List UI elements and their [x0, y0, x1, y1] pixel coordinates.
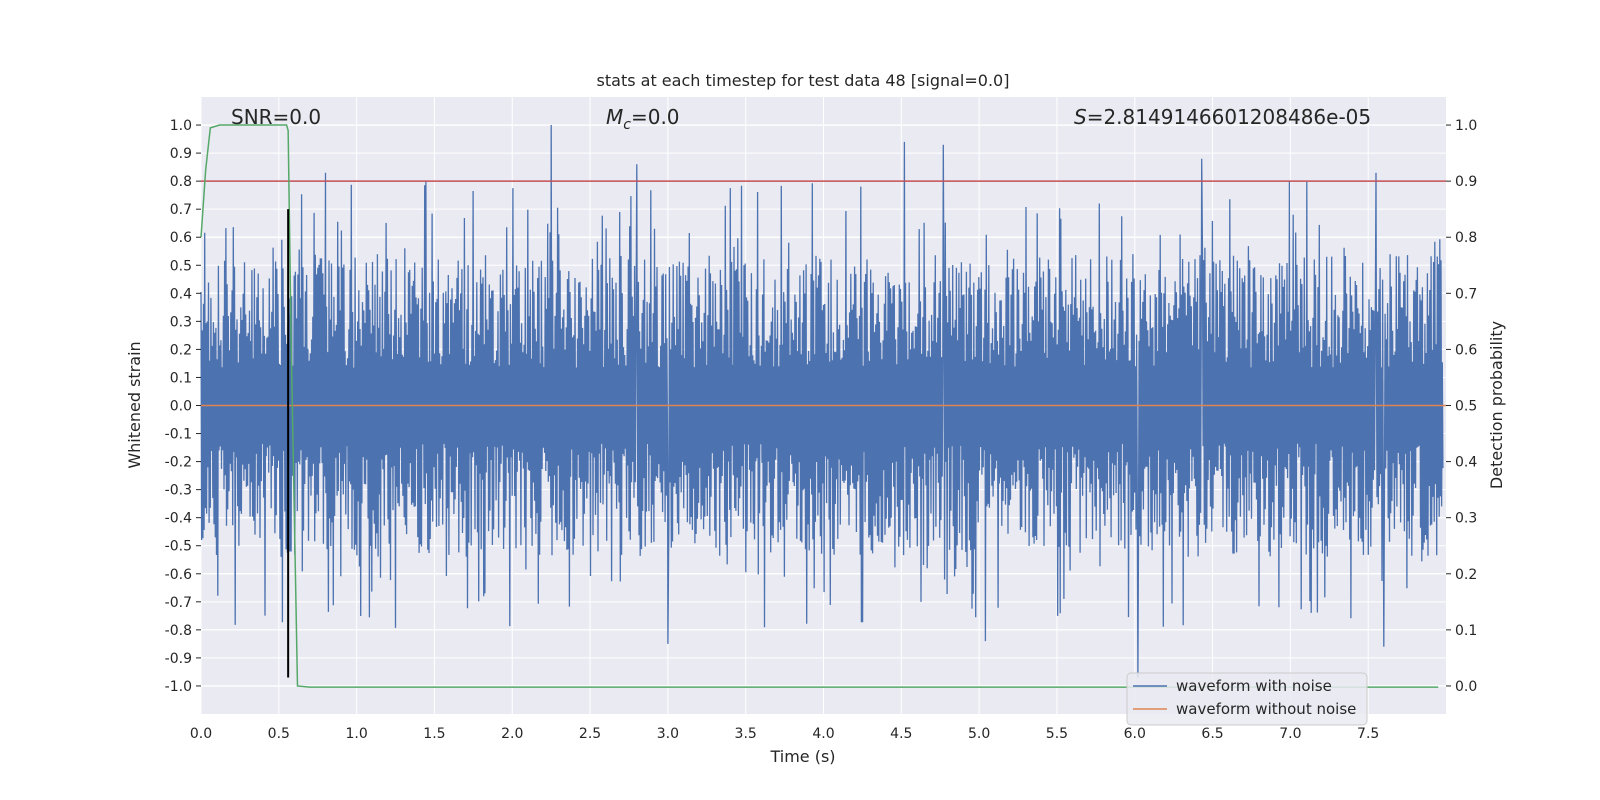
y-tick-label: -0.8	[165, 623, 192, 639]
x-tick-label: 2.5	[579, 726, 601, 742]
x-tick-label: 7.5	[1357, 726, 1379, 742]
y-tick-label: 0.5	[170, 258, 192, 274]
right-y-tick-label: 0.4	[1455, 455, 1477, 471]
x-tick-label: 3.5	[735, 726, 757, 742]
series-waveform-with-noise	[200, 124, 1444, 678]
y-tick-label: 0.1	[170, 370, 192, 386]
y-tick-label: 0.3	[170, 314, 192, 330]
legend-label-noise: waveform with noise	[1176, 677, 1332, 695]
x-tick-label: 6.5	[1201, 726, 1223, 742]
y-tick-label: 0.7	[170, 202, 192, 218]
right-y-tick-label: 0.9	[1455, 174, 1477, 190]
series-detection-probability	[200, 124, 1439, 688]
y-tick-label: 0.9	[170, 146, 192, 162]
x-axis-ticks: 0.0 0.5 1.0 1.5 2.0 2.5 3.0 3.5 4.0 4.5 5.0 5.5 6.0 6…	[190, 726, 1379, 742]
right-y-tick-label: 0.2	[1455, 567, 1477, 583]
right-y-tick-label: 0.7	[1455, 286, 1477, 302]
x-tick-label: 1.5	[423, 726, 445, 742]
y-tick-label: -0.9	[165, 651, 192, 667]
y-tick-label: 1.0	[170, 118, 192, 134]
y-tick-label: -0.7	[165, 595, 192, 611]
y-tick-label: -0.3	[165, 483, 192, 499]
x-axis-label: Time (s)	[769, 747, 835, 766]
y-tick-label: 0.4	[170, 286, 192, 302]
right-y-tick-label: 1.0	[1455, 118, 1477, 134]
y-tick-label: -0.6	[165, 567, 192, 583]
x-tick-label: 0.0	[190, 726, 212, 742]
right-y-axis-ticks: 1.0 0.9 0.8 0.7 0.6 0.5 0.4 0.3 0.2 0.1 0.0	[1446, 118, 1477, 695]
mc-value: =0.0	[631, 105, 680, 129]
s-value: =2.8149146601208486e-05	[1087, 105, 1371, 129]
x-tick-label: 4.5	[890, 726, 912, 742]
s-annotation: S=2.8149146601208486e-05	[1074, 105, 1371, 129]
x-tick-label: 0.5	[268, 726, 290, 742]
right-y-tick-label: 0.0	[1455, 679, 1477, 695]
mc-annotation: Mc=0.0	[606, 105, 680, 133]
x-tick-label: 7.0	[1279, 726, 1301, 742]
x-tick-label: 5.0	[968, 726, 990, 742]
x-tick-label: 3.0	[657, 726, 679, 742]
right-y-tick-label: 0.8	[1455, 230, 1477, 246]
mc-subscript: c	[623, 117, 631, 133]
y-axis-label: Whitened strain	[125, 341, 144, 468]
y-tick-label: 0.6	[170, 230, 192, 246]
legend: waveform with noise waveform without noi…	[1126, 672, 1368, 726]
x-tick-label: 5.5	[1046, 726, 1068, 742]
detection-probability-line	[200, 124, 1439, 688]
snr-annotation: SNR=0.0	[231, 105, 321, 129]
y-tick-label: -0.1	[165, 427, 192, 443]
y-axis-ticks: 1.0 0.9 0.8 0.7 0.6 0.5 0.4 0.3 0.2 0.1 0.0 -0.1 -0.…	[165, 118, 201, 695]
mc-symbol: M	[606, 105, 623, 129]
x-tick-label: 2.0	[501, 726, 523, 742]
right-y-tick-label: 0.3	[1455, 511, 1477, 527]
y-tick-label: 0.0	[170, 399, 192, 415]
y-tick-label: -0.2	[165, 455, 192, 471]
right-y-tick-label: 0.5	[1455, 399, 1477, 415]
chart-title: stats at each timestep for test data 48 …	[597, 71, 1010, 90]
y-tick-label: 0.2	[170, 342, 192, 358]
s-symbol: S	[1074, 105, 1087, 129]
legend-label-clean: waveform without noise	[1176, 700, 1356, 718]
right-y-axis-label: Detection probability	[1487, 321, 1506, 489]
x-tick-label: 6.0	[1124, 726, 1146, 742]
x-tick-label: 4.0	[812, 726, 834, 742]
y-tick-label: -0.4	[165, 511, 192, 527]
y-tick-label: -0.5	[165, 539, 192, 555]
legend-box	[1126, 672, 1368, 726]
waveform-with-noise-line	[200, 124, 1444, 678]
y-tick-label: -1.0	[165, 679, 192, 695]
x-tick-label: 1.0	[345, 726, 367, 742]
right-y-tick-label: 0.6	[1455, 342, 1477, 358]
y-tick-label: 0.8	[170, 174, 192, 190]
right-y-tick-label: 0.1	[1455, 623, 1477, 639]
